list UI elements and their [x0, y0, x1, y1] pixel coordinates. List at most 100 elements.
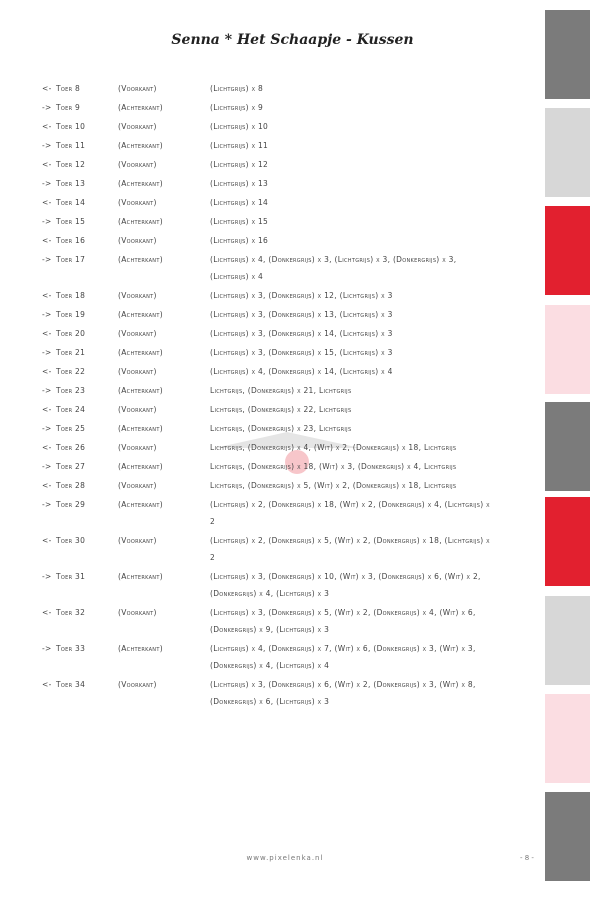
sidebar-color-block: [545, 402, 590, 491]
row-number: Toer 29: [56, 500, 86, 509]
pattern-row: <- Toer 10 (Voorkant) (Lichtgrijs) x 10: [42, 118, 502, 135]
row-side: (Voorkant): [118, 160, 157, 169]
direction-arrow: ->: [42, 644, 52, 653]
pattern-row: -> Toer 31 (Achterkant) (Lichtgrijs) x 3, (…: [42, 568, 502, 602]
row-number: Toer 32: [56, 608, 86, 617]
pattern-row: -> Toer 25 (Achterkant) Lichtgrijs, (Donker…: [42, 420, 502, 437]
row-number: Toer 8: [56, 84, 81, 93]
row-colors: (Lichtgrijs) x 15: [210, 217, 269, 226]
direction-arrow: <-: [42, 536, 52, 545]
row-colors: (Lichtgrijs) x 3, (Donkergrijs) x 15, (L…: [210, 348, 393, 357]
pattern-row: <- Toer 24 (Voorkant) Lichtgrijs, (Donkergr…: [42, 401, 502, 418]
row-side: (Achterkant): [118, 310, 163, 319]
direction-arrow: ->: [42, 386, 52, 395]
row-side: (Achterkant): [118, 386, 163, 395]
direction-arrow: ->: [42, 348, 52, 357]
direction-arrow: <-: [42, 84, 52, 93]
row-colors: (Lichtgrijs) x 3, (Donkergrijs) x 13, (L…: [210, 310, 393, 319]
sidebar-color-block: [545, 694, 590, 783]
row-colors: (Lichtgrijs) x 13: [210, 179, 269, 188]
direction-arrow: ->: [42, 217, 52, 226]
row-colors: (Lichtgrijs) x 2, (Donkergrijs) x 5, (Wi…: [210, 536, 490, 562]
row-colors: Lichtgrijs, (Donkergrijs) x 21, Lichtgri…: [210, 386, 352, 395]
direction-arrow: <-: [42, 236, 52, 245]
row-side: (Achterkant): [118, 424, 163, 433]
row-side: (Voorkant): [118, 329, 157, 338]
direction-arrow: ->: [42, 141, 52, 150]
pattern-row: -> Toer 29 (Achterkant) (Lichtgrijs) x 2, (…: [42, 496, 502, 530]
page-title: Senna * Het Schaapje - Kussen: [171, 32, 414, 48]
row-side: (Voorkant): [118, 236, 157, 245]
row-colors: (Lichtgrijs) x 16: [210, 236, 269, 245]
direction-arrow: <-: [42, 198, 52, 207]
sidebar-color-block: [545, 206, 590, 295]
sidebar-color-block: [545, 305, 590, 394]
sidebar-color-block: [545, 497, 590, 586]
pattern-row: <- Toer 14 (Voorkant) (Lichtgrijs) x 14: [42, 194, 502, 211]
row-number: Toer 26: [56, 443, 86, 452]
row-colors: (Lichtgrijs) x 3, (Donkergrijs) x 10, (W…: [210, 572, 481, 598]
page-number: - 8 -: [520, 854, 534, 862]
pattern-row: -> Toer 21 (Achterkant) (Lichtgrijs) x 3, (…: [42, 344, 502, 361]
row-number: Toer 33: [56, 644, 86, 653]
row-number: Toer 31: [56, 572, 86, 581]
row-colors: (Lichtgrijs) x 8: [210, 84, 264, 93]
row-colors: Lichtgrijs, (Donkergrijs) x 23, Lichtgri…: [210, 424, 352, 433]
direction-arrow: ->: [42, 103, 52, 112]
direction-arrow: <-: [42, 680, 52, 689]
direction-arrow: ->: [42, 572, 52, 581]
row-number: Toer 17: [56, 255, 86, 264]
row-side: (Achterkant): [118, 141, 163, 150]
pattern-row: <- Toer 18 (Voorkant) (Lichtgrijs) x 3, (Do…: [42, 287, 502, 304]
row-number: Toer 34: [56, 680, 86, 689]
row-colors: Lichtgrijs, (Donkergrijs) x 18, (Wit) x …: [210, 462, 457, 471]
footer-url: www.pixelenka.nl: [246, 854, 324, 862]
row-colors: (Lichtgrijs) x 3, (Donkergrijs) x 6, (Wi…: [210, 680, 476, 706]
row-number: Toer 18: [56, 291, 86, 300]
row-colors: (Lichtgrijs) x 11: [210, 141, 269, 150]
pattern-row: <- Toer 28 (Voorkant) Lichtgrijs, (Donkergr…: [42, 477, 502, 494]
row-number: Toer 22: [56, 367, 86, 376]
direction-arrow: <-: [42, 405, 52, 414]
direction-arrow: <-: [42, 608, 52, 617]
sidebar-color-block: [545, 596, 590, 685]
pattern-row: <- Toer 30 (Voorkant) (Lichtgrijs) x 2, (Do…: [42, 532, 502, 566]
row-colors: Lichtgrijs, (Donkergrijs) x 5, (Wit) x 2…: [210, 481, 457, 490]
direction-arrow: <-: [42, 329, 52, 338]
row-side: (Voorkant): [118, 680, 157, 689]
row-side: (Voorkant): [118, 122, 157, 131]
pattern-row: <- Toer 34 (Voorkant) (Lichtgrijs) x 3, (Do…: [42, 676, 502, 710]
row-colors: (Lichtgrijs) x 14: [210, 198, 269, 207]
direction-arrow: ->: [42, 179, 52, 188]
row-side: (Voorkant): [118, 291, 157, 300]
row-number: Toer 30: [56, 536, 86, 545]
row-number: Toer 28: [56, 481, 86, 490]
watermark-logo: [215, 432, 360, 474]
pattern-row: <- Toer 8 (Voorkant) (Lichtgrijs) x 8: [42, 80, 502, 97]
row-side: (Voorkant): [118, 198, 157, 207]
row-colors: Lichtgrijs, (Donkergrijs) x 22, Lichtgri…: [210, 405, 352, 414]
direction-arrow: <-: [42, 481, 52, 490]
row-number: Toer 25: [56, 424, 86, 433]
sidebar-color-block: [545, 10, 590, 99]
row-colors: (Lichtgrijs) x 4, (Donkergrijs) x 7, (Wi…: [210, 644, 476, 670]
pattern-row: <- Toer 20 (Voorkant) (Lichtgrijs) x 3, (Do…: [42, 325, 502, 342]
row-number: Toer 19: [56, 310, 86, 319]
row-side: (Achterkant): [118, 103, 163, 112]
direction-arrow: ->: [42, 462, 52, 471]
row-side: (Voorkant): [118, 536, 157, 545]
direction-arrow: ->: [42, 310, 52, 319]
row-side: (Voorkant): [118, 481, 157, 490]
pattern-row: -> Toer 27 (Achterkant) Lichtgrijs, (Donker…: [42, 458, 502, 475]
row-side: (Voorkant): [118, 367, 157, 376]
row-side: (Achterkant): [118, 500, 163, 509]
direction-arrow: ->: [42, 255, 52, 264]
row-side: (Achterkant): [118, 255, 163, 264]
row-side: (Voorkant): [118, 405, 157, 414]
row-colors: (Lichtgrijs) x 12: [210, 160, 269, 169]
row-number: Toer 21: [56, 348, 86, 357]
row-number: Toer 14: [56, 198, 86, 207]
row-side: (Voorkant): [118, 443, 157, 452]
row-colors: (Lichtgrijs) x 3, (Donkergrijs) x 5, (Wi…: [210, 608, 476, 634]
row-colors: (Lichtgrijs) x 4, (Donkergrijs) x 14, (L…: [210, 367, 393, 376]
